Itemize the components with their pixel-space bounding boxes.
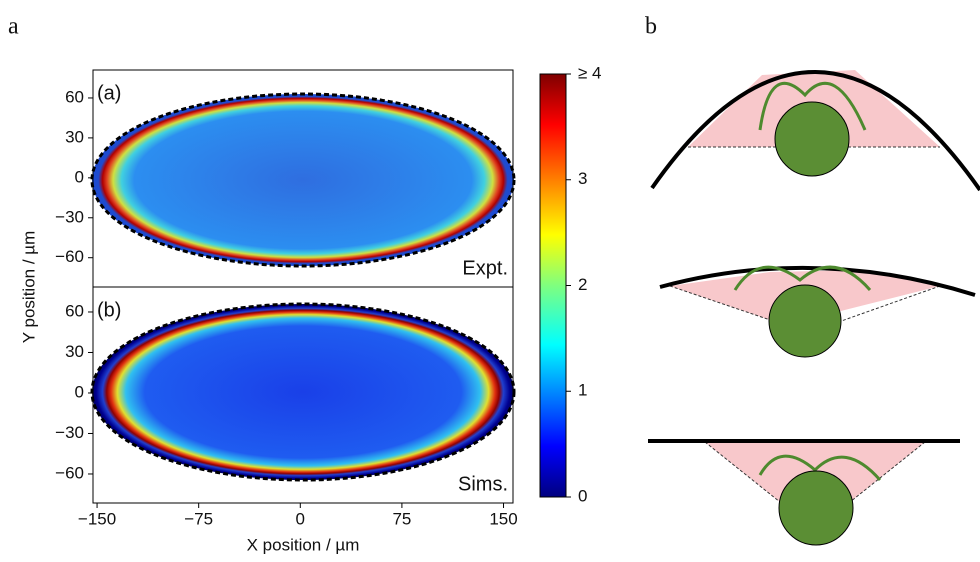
- colorbar-tick-label: 2: [578, 275, 587, 294]
- y-tick-label: 30: [65, 127, 84, 146]
- figure-label: a: [8, 14, 19, 40]
- colorbar-tick-label: 3: [578, 169, 587, 188]
- panel-label: (a): [97, 82, 121, 104]
- colorbar-tick-label: ≥ 4: [578, 63, 602, 82]
- colorbar-tick-label: 1: [578, 381, 587, 400]
- y-tick-label: −30: [55, 423, 84, 442]
- x-tick-label: 0: [296, 509, 305, 528]
- x-tick-label: 150: [489, 509, 517, 528]
- y-tick-label: 0: [75, 167, 84, 186]
- x-tick-label: −150: [78, 509, 116, 528]
- y-tick-label: 60: [65, 301, 84, 320]
- x-tick-label: 75: [392, 509, 411, 528]
- panel-label: (b): [97, 299, 121, 321]
- schematic: [648, 70, 980, 546]
- y-tick-label: −30: [55, 207, 84, 226]
- heatmap-image: [90, 302, 516, 482]
- y-tick-label: 60: [65, 87, 84, 106]
- y-tick-label: −60: [55, 463, 84, 482]
- colorbar-tick-label: 0: [578, 486, 587, 505]
- heatmap-image: [90, 92, 516, 268]
- plot-frame: [92, 286, 514, 504]
- y-tick-label: 0: [75, 382, 84, 401]
- x-tick-label: −75: [184, 509, 213, 528]
- figure-label: b: [645, 14, 657, 40]
- y-tick-label: 30: [65, 342, 84, 361]
- y-tick-label: −60: [55, 247, 84, 266]
- annotation: Expt.: [462, 257, 508, 279]
- x-axis-label: X position / µm: [247, 535, 360, 554]
- annotation: Sims.: [458, 473, 508, 495]
- y-axis-label: Y position / µm: [19, 231, 38, 343]
- colorbar: [539, 73, 567, 498]
